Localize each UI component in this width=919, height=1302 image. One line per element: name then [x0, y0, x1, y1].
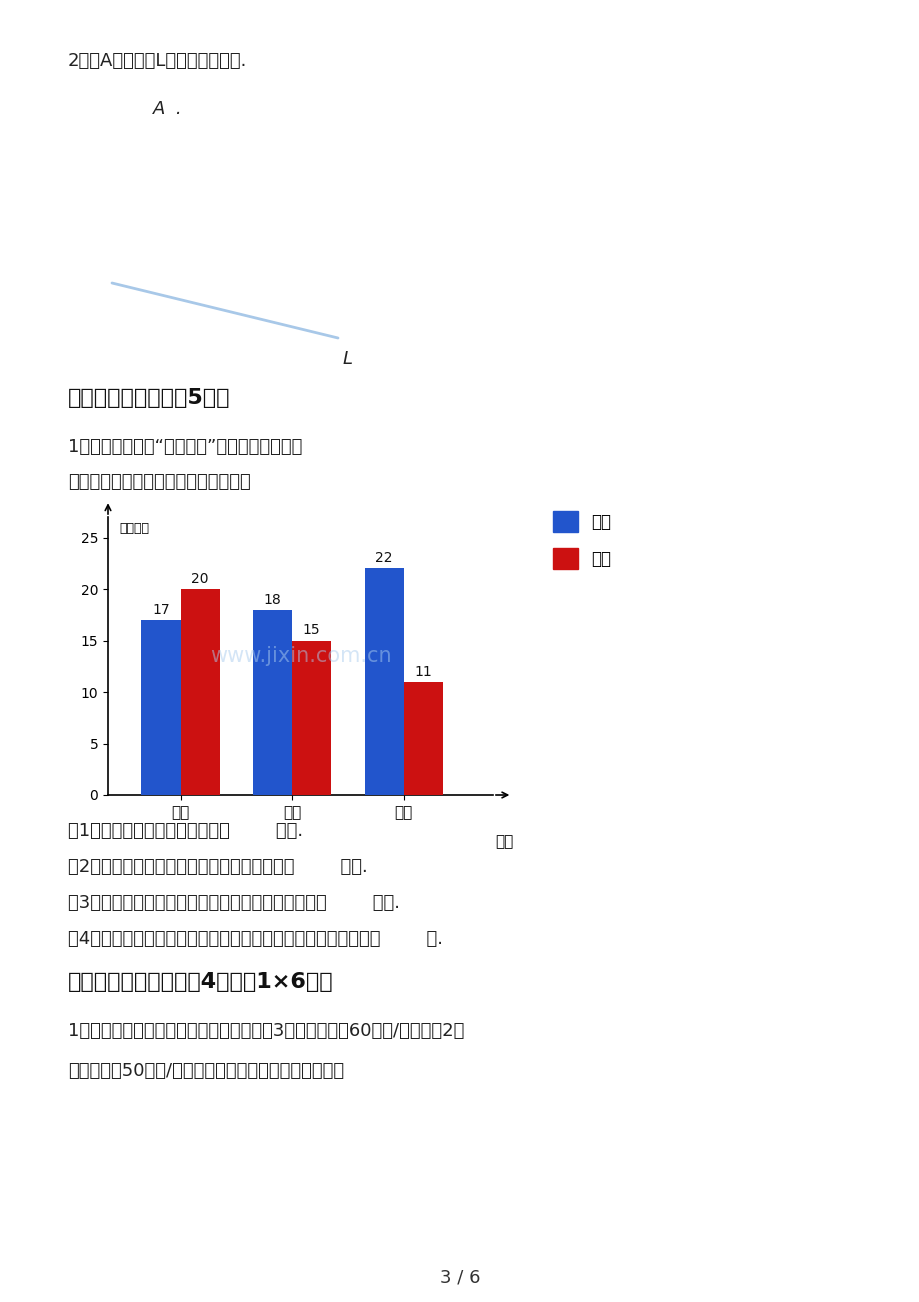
Text: 17: 17: [152, 603, 170, 617]
Text: L: L: [343, 350, 353, 368]
Text: （1）六年级一共上交书法作品（        ）件.: （1）六年级一共上交书法作品（ ）件.: [68, 822, 302, 840]
Text: 六、统计图表。（共5分）: 六、统计图表。（共5分）: [68, 388, 231, 408]
Text: 1、光明小学举行“爱我中华”书法、绘画作品展: 1、光明小学举行“爱我中华”书法、绘画作品展: [68, 437, 302, 456]
Bar: [292, 641, 331, 796]
Text: 1、司机王叔叔从厦门出发到福州送货，前3小时的速度是60千米/小时，兰2小: 1、司机王叔叔从厦门出发到福州送货，前3小时的速度是60千米/小时，兰2小: [68, 1022, 464, 1040]
Text: 18: 18: [264, 592, 281, 607]
Text: 22: 22: [375, 551, 392, 565]
Text: 七、解决问题。（每题4分，共1×6分）: 七、解决问题。（每题4分，共1×6分）: [68, 973, 334, 992]
Text: 2、过A点画直线L的平行线和垂线.: 2、过A点画直线L的平行线和垂线.: [68, 52, 247, 70]
Text: 15: 15: [302, 624, 320, 638]
Bar: [364, 569, 403, 796]
Text: 3 / 6: 3 / 6: [439, 1268, 480, 1286]
Text: 时的速度是50千米/小时，王叔叔一共行馿了多少千米？: 时的速度是50千米/小时，王叔叔一共行馿了多少千米？: [68, 1062, 344, 1079]
Bar: [253, 609, 292, 796]
Text: 下面是六年级各班上交作品情况统计图: 下面是六年级各班上交作品情况统计图: [68, 473, 251, 491]
Text: （2）六年一班上交的书法作品比绘画作品少（        ）件.: （2）六年一班上交的书法作品比绘画作品少（ ）件.: [68, 858, 368, 876]
Text: （4）六年级三班上交书法作品和绘画作品件数的最简整数比是（        ）.: （4）六年级三班上交书法作品和绘画作品件数的最简整数比是（ ）.: [68, 930, 443, 948]
Bar: [180, 589, 220, 796]
Text: www.jixin.com.cn: www.jixin.com.cn: [210, 646, 391, 667]
Text: （3）六年二班上交书法作品件数是绘画作品件数的（        ）倍.: （3）六年二班上交书法作品件数是绘画作品件数的（ ）倍.: [68, 894, 400, 911]
Text: 11: 11: [414, 664, 432, 678]
Text: 班级: 班级: [494, 835, 513, 849]
Bar: [403, 682, 442, 796]
Text: A  .: A .: [153, 100, 183, 118]
Bar: [142, 620, 180, 796]
Text: 20: 20: [191, 572, 209, 586]
Legend: 书法, 绘画: 书法, 绘画: [544, 503, 618, 577]
Text: 数量／件: 数量／件: [119, 522, 149, 535]
